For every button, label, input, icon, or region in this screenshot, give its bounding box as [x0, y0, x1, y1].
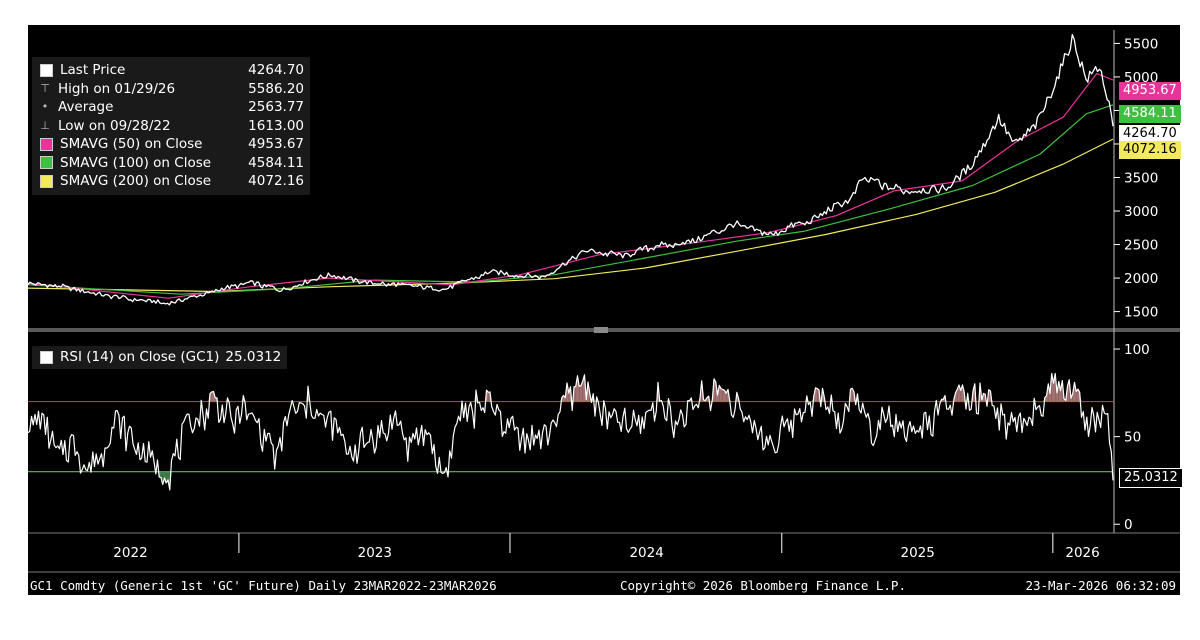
footer-copyright: Copyright© 2026 Bloomberg Finance L.P. [620, 578, 906, 593]
price-y-tick-label: 2000 [1124, 271, 1158, 287]
legend-row: • Average 2563.77 [38, 98, 304, 117]
price-series-smavg-50 [28, 72, 1114, 299]
rsi-overbought-fill [714, 378, 716, 402]
last-value-tag: 4264.70 [1119, 125, 1181, 143]
price-y-tick-label: 5500 [1124, 36, 1158, 52]
green-square-icon [40, 156, 53, 170]
rsi-overbought-fill [563, 395, 566, 402]
white-square-icon [40, 63, 53, 77]
legend-value: 4264.70 [248, 62, 304, 79]
price-y-tick-label: 3000 [1124, 204, 1158, 220]
legend-row: Last Price 4264.70 [38, 61, 304, 80]
rsi-overbought-fill [488, 392, 490, 402]
footer-security-description: GC1 Comdty (Generic 1st 'GC' Future) Dai… [30, 578, 497, 593]
rsi-overbought-fill [960, 384, 963, 402]
rsi-overbought-fill [1076, 389, 1078, 402]
rsi-overbought-fill [1053, 373, 1056, 402]
legend-value: 1613.00 [248, 117, 304, 134]
legend-row: SMAVG (200) on Close 4072.16 [38, 172, 304, 191]
rsi-overbought-fill [815, 387, 818, 402]
legend-label: SMAVG (200) on Close [60, 173, 212, 190]
price-series-last-price [28, 33, 1114, 306]
rsi-overbought-fill [1051, 373, 1054, 402]
rsi-overbought-fill [817, 388, 819, 402]
price-axis: 150020002500300035004000450050005500 [1114, 36, 1158, 321]
rsi-overbought-fill [721, 388, 723, 402]
price-legend: Last Price 4264.70 ⊤ High on 01/29/26 5586.2… [32, 57, 310, 195]
rsi-y-tick-label: 0 [1124, 517, 1133, 533]
rsi-axis: 0 50 100 [28, 342, 1150, 533]
x-axis-year-label: 2025 [901, 545, 935, 561]
legend-row: ⊤ High on 01/29/26 5586.20 [38, 80, 304, 99]
legend-label: Last Price [60, 62, 126, 79]
price-y-tick-label: 3500 [1124, 171, 1158, 187]
high-marker-icon: ⊤ [40, 81, 50, 95]
rsi-y-tick-label: 100 [1124, 342, 1150, 358]
x-axis-year-label: 2026 [1065, 545, 1099, 561]
rsi-overbought-fill [719, 385, 721, 402]
price-series-smavg-100 [28, 104, 1114, 295]
price-series-smavg-200 [28, 138, 1114, 293]
legend-row: RSI (14) on Close (GC1) 25.0312 [38, 348, 281, 367]
panel-frame [28, 30, 1180, 573]
legend-label: SMAVG (100) on Close [60, 154, 212, 171]
last-value-tag: 4072.16 [1119, 141, 1181, 159]
rsi-overbought-fill [575, 375, 578, 402]
last-value-tag: 4953.67 [1119, 82, 1181, 100]
x-axis-year-label: 2023 [358, 545, 392, 561]
white-square-icon [40, 350, 53, 364]
x-axis-year-label: 2024 [629, 545, 663, 561]
last-value-tag: 4584.11 [1119, 105, 1181, 123]
rsi-series-line [28, 372, 1114, 491]
legend-row: SMAVG (100) on Close 4584.11 [38, 154, 304, 173]
rsi-overbought-fill [988, 389, 991, 402]
rsi-overbought-fill [973, 383, 975, 402]
price-y-tick-label: 1500 [1124, 305, 1158, 321]
legend-label: RSI (14) on Close (GC1) [60, 349, 220, 366]
average-marker-icon: • [41, 100, 49, 114]
time-axis: 2022 2023 2024 2025 2026 [113, 533, 1100, 561]
magenta-square-icon [40, 137, 53, 151]
chart-terminal: 150020002500300035004000450050005500 050… [28, 25, 1183, 595]
last-value-tag: 25.0312 [1119, 468, 1183, 488]
rsi-overbought-fill [486, 390, 489, 402]
price-y-tick-label: 5000 [1124, 70, 1158, 86]
chart-canvas: 150020002500300035004000450050005500 050… [28, 30, 1180, 573]
legend-value: 25.0312 [225, 349, 282, 366]
yellow-square-icon [40, 174, 53, 188]
price-series-group [28, 33, 1114, 306]
legend-row: ⊥ Low on 09/28/22 1613.00 [38, 117, 304, 136]
rsi-legend: RSI (14) on Close (GC1) 25.0312 [32, 346, 288, 369]
rsi-overbought-fill [579, 385, 581, 402]
rsi-overbought-fill [850, 388, 853, 402]
rsi-overbought-fill [574, 386, 576, 402]
low-marker-icon: ⊥ [40, 118, 50, 132]
footer-timestamp: 23-Mar-2026 06:32:09 [1025, 578, 1176, 593]
legend-value: 5586.20 [248, 80, 304, 97]
panel-resize-grip [594, 327, 608, 333]
legend-value: 4953.67 [248, 136, 304, 153]
rsi-y-tick-label: 50 [1124, 430, 1141, 446]
legend-label: Low on 09/28/22 [58, 117, 171, 134]
rsi-series-group [28, 372, 1114, 491]
price-y-tick-label: 2500 [1124, 238, 1158, 254]
legend-row: SMAVG (50) on Close 4953.67 [38, 135, 304, 154]
legend-label: High on 01/29/26 [58, 80, 176, 97]
rsi-overbought-fill [581, 380, 583, 402]
legend-value: 4584.11 [248, 154, 304, 171]
legend-label: Average [58, 99, 114, 116]
rsi-overbought-fill [722, 389, 725, 402]
legend-label: SMAVG (50) on Close [60, 136, 203, 153]
legend-value: 4072.16 [248, 173, 304, 190]
legend-value: 2563.77 [248, 99, 304, 116]
rsi-overbought-fill [211, 391, 214, 402]
x-axis-year-label: 2022 [113, 545, 147, 561]
